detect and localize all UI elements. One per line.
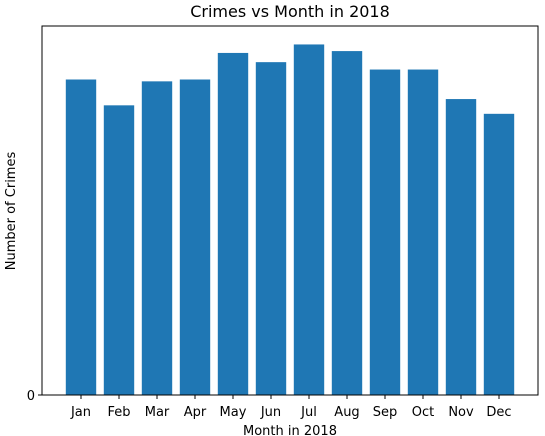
bar-apr — [180, 80, 210, 396]
bar-sep — [370, 70, 400, 395]
y-ticks: 0 — [27, 389, 42, 404]
bar-jul — [294, 44, 324, 395]
chart-title: Crimes vs Month in 2018 — [190, 2, 390, 21]
y-axis-label: Number of Crimes — [4, 152, 19, 271]
x-tick-label: Aug — [334, 405, 359, 420]
x-tick-label: Jun — [260, 405, 281, 420]
y-tick-label: 0 — [27, 389, 35, 404]
bar-dec — [484, 114, 514, 395]
x-ticks: Jan Feb Mar Apr May Jun Jul Aug Sep Oct Nov Dec — [70, 395, 512, 420]
x-tick-label: Mar — [145, 405, 170, 420]
bar-may — [218, 53, 248, 395]
bar-oct — [408, 70, 438, 395]
x-tick-label: Feb — [107, 405, 130, 420]
x-axis-label: Month in 2018 — [243, 424, 337, 436]
bars — [66, 44, 514, 395]
bar-jan — [66, 80, 96, 396]
x-tick-label: Apr — [184, 405, 207, 420]
bar-mar — [142, 81, 172, 395]
x-tick-label: Oct — [412, 405, 434, 420]
x-tick-label: May — [220, 405, 247, 420]
x-tick-label: Dec — [486, 405, 511, 420]
bar-jun — [256, 62, 286, 395]
x-tick-label: Nov — [448, 405, 474, 420]
bar-nov — [446, 99, 476, 395]
x-tick-label: Sep — [373, 405, 398, 420]
bar-feb — [104, 105, 134, 395]
x-tick-label: Jan — [70, 405, 91, 420]
x-tick-label: Jul — [300, 405, 317, 420]
bar-aug — [332, 51, 362, 395]
